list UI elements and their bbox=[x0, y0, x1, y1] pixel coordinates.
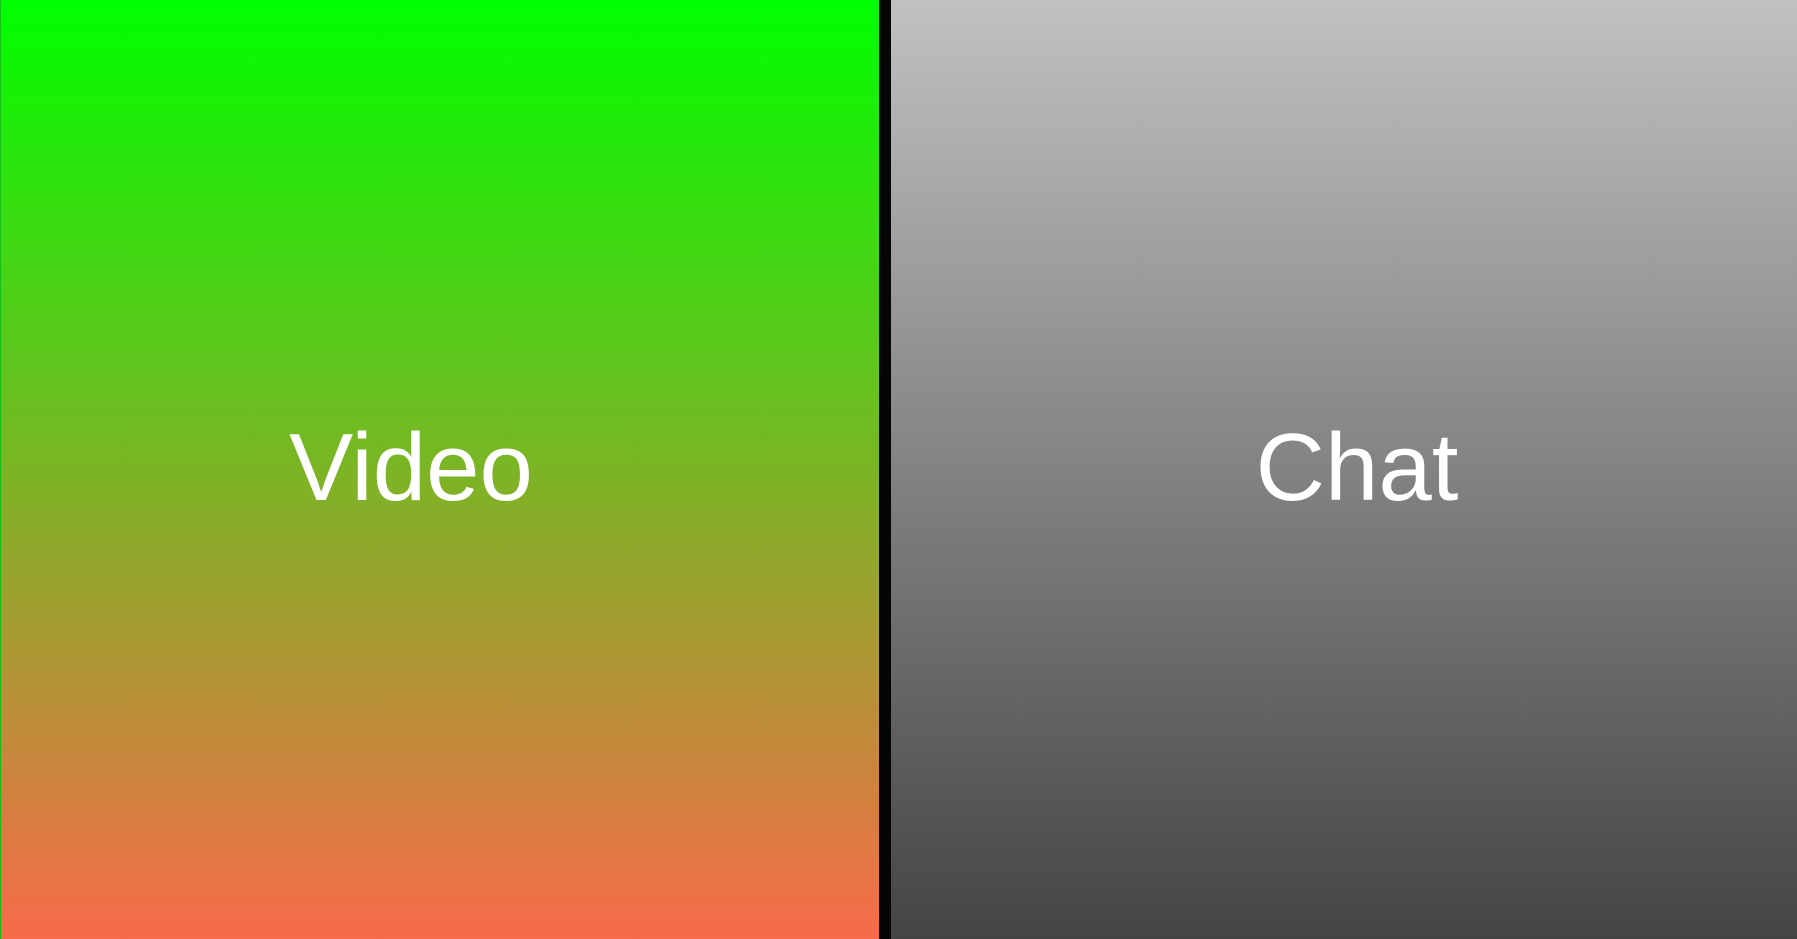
pane-divider[interactable] bbox=[879, 0, 891, 939]
chat-pane[interactable]: Chat bbox=[891, 0, 1797, 939]
video-pane-label: Video bbox=[289, 413, 533, 521]
video-pane[interactable]: Video bbox=[0, 0, 879, 939]
chat-pane-label: Chat bbox=[1255, 413, 1459, 521]
